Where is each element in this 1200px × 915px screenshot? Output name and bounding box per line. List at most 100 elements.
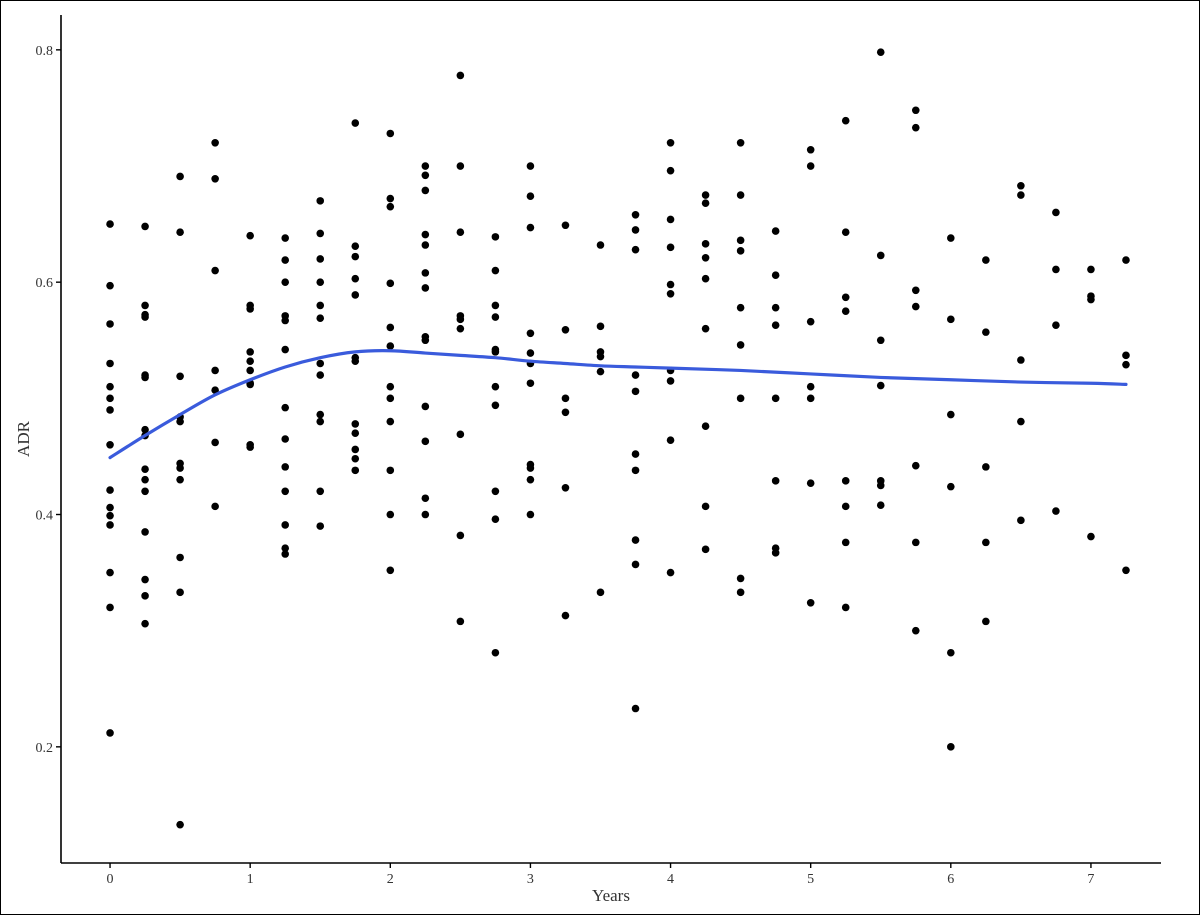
data-point: [596, 588, 605, 597]
data-point: [176, 588, 184, 597]
smooth-trend-line: [108, 349, 1128, 460]
data-point: [736, 138, 745, 147]
data-point: [771, 321, 780, 329]
data-point: [1122, 351, 1130, 360]
data-point: [666, 436, 675, 444]
data-point: [246, 380, 254, 389]
data-point: [736, 191, 745, 199]
x-tick-label: 7: [1087, 872, 1094, 887]
data-point: [596, 352, 605, 361]
x-tick-label: 5: [807, 872, 814, 887]
x-tick-label: 2: [387, 872, 394, 887]
data-point: [1017, 356, 1025, 364]
data-point: [456, 71, 465, 80]
data-point: [246, 366, 254, 375]
data-point: [736, 341, 745, 349]
data-point: [316, 197, 325, 205]
data-point: [491, 301, 500, 310]
data-point: [876, 251, 885, 260]
data-point: [666, 166, 675, 175]
data-point: [876, 336, 885, 345]
data-point: [351, 466, 360, 475]
data-point: [561, 408, 570, 417]
data-point: [106, 320, 114, 328]
data-point: [106, 521, 114, 529]
data-point: [106, 359, 114, 368]
data-point: [491, 348, 500, 356]
data-point: [1122, 360, 1130, 369]
data-point: [246, 443, 254, 451]
data-point: [176, 464, 184, 472]
data-point: [947, 410, 955, 419]
data-point: [491, 648, 500, 657]
data-point: [596, 241, 605, 249]
data-point: [526, 379, 535, 388]
data-point: [351, 429, 360, 437]
data-point: [106, 382, 114, 391]
data-point: [141, 475, 149, 484]
data-point: [666, 289, 675, 298]
data-point: [491, 515, 500, 523]
data-point: [106, 281, 114, 290]
data-point: [211, 438, 219, 447]
data-point: [421, 162, 430, 170]
data-point: [456, 315, 465, 324]
data-point: [106, 568, 114, 577]
data-point: [947, 482, 955, 491]
data-point: [316, 522, 325, 530]
data-point: [631, 245, 640, 254]
data-point: [491, 487, 500, 496]
data-point: [176, 228, 184, 237]
data-point: [106, 406, 114, 414]
data-point: [911, 538, 920, 547]
data-point: [806, 145, 815, 154]
data-point: [386, 466, 395, 475]
data-point: [701, 240, 710, 248]
data-point: [631, 450, 640, 458]
data-point: [631, 387, 640, 396]
data-point: [841, 116, 850, 125]
data-point: [316, 410, 325, 419]
data-point: [491, 266, 500, 275]
data-point: [176, 820, 184, 829]
x-axis-title: Years: [592, 886, 630, 905]
data-point: [666, 568, 675, 577]
data-point: [106, 441, 114, 449]
data-point: [141, 619, 149, 628]
data-point: [211, 502, 219, 511]
data-point: [316, 255, 325, 263]
data-point: [911, 286, 920, 295]
data-point: [666, 377, 675, 385]
data-point: [351, 242, 360, 250]
data-point: [386, 342, 395, 350]
data-point: [561, 394, 570, 403]
data-point: [561, 483, 570, 492]
data-point: [947, 743, 955, 751]
data-point: [281, 521, 290, 529]
x-tick-label: 6: [947, 872, 954, 887]
data-point: [386, 194, 395, 203]
data-point: [947, 648, 955, 657]
data-point: [841, 502, 850, 511]
data-point: [211, 366, 219, 375]
data-point: [982, 328, 990, 336]
data-point: [666, 138, 675, 147]
data-point: [526, 223, 535, 232]
data-point: [141, 528, 149, 536]
data-point: [421, 336, 430, 345]
data-point: [841, 538, 850, 547]
data-point: [421, 171, 430, 180]
data-point: [141, 465, 149, 474]
data-point: [1122, 566, 1130, 575]
data-point: [176, 417, 184, 426]
data-point: [176, 475, 184, 484]
data-point: [631, 226, 640, 234]
data-point: [806, 598, 815, 607]
data-point: [351, 420, 360, 428]
data-point: [456, 531, 465, 540]
data-point: [1087, 295, 1095, 304]
data-point: [1017, 417, 1025, 426]
data-point: [141, 487, 149, 496]
data-point: [351, 291, 360, 299]
data-point: [701, 199, 710, 207]
